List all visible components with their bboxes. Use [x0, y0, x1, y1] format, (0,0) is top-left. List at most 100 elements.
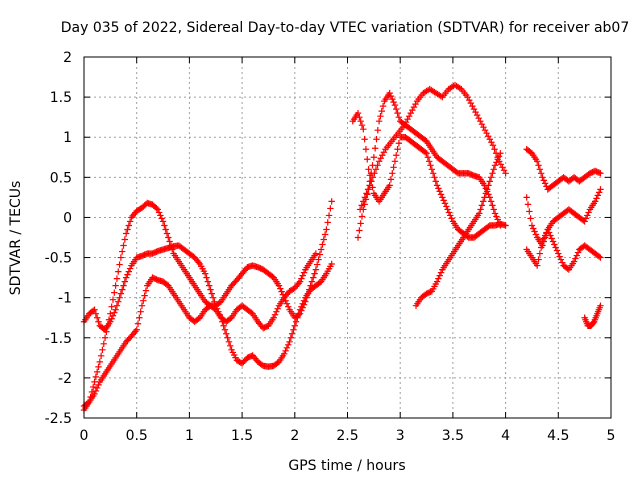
data-point — [537, 244, 545, 251]
data-point — [319, 241, 326, 248]
data-point — [478, 202, 486, 209]
series-track-h — [523, 146, 604, 193]
data-point — [424, 154, 432, 161]
data-point — [221, 326, 229, 333]
data-point — [277, 285, 284, 292]
y-tick-label: -1.5 — [45, 331, 72, 347]
data-point — [224, 334, 231, 341]
data-point — [495, 153, 503, 160]
data-point — [391, 158, 399, 165]
data-point — [527, 215, 534, 222]
data-point — [539, 174, 546, 181]
data-point — [136, 314, 143, 321]
data-point — [122, 274, 130, 281]
data-point — [124, 271, 131, 278]
data-point — [134, 320, 142, 327]
data-point — [285, 341, 292, 348]
data-point — [112, 282, 119, 289]
data-point — [113, 302, 121, 309]
data-point — [121, 236, 129, 243]
data-point — [595, 169, 603, 176]
series-track-f — [349, 109, 509, 241]
data-point — [91, 390, 98, 398]
data-point — [299, 300, 306, 307]
data-point — [204, 278, 212, 285]
data-point — [96, 358, 104, 366]
data-point — [423, 150, 430, 157]
plot-frame — [83, 56, 612, 419]
data-point — [370, 154, 378, 161]
data-point — [356, 227, 363, 234]
data-point — [162, 226, 169, 233]
data-point — [551, 241, 558, 248]
data-point — [90, 383, 97, 391]
data-point — [125, 268, 132, 275]
data-point — [291, 322, 298, 329]
data-point — [203, 274, 210, 281]
data-point — [296, 306, 304, 313]
y-tick-label: 0.5 — [50, 170, 72, 186]
data-point — [282, 347, 289, 355]
data-point — [369, 184, 376, 191]
data-point — [137, 308, 144, 315]
data-point — [380, 149, 388, 156]
data-point — [425, 158, 433, 165]
data-point — [141, 292, 148, 299]
data-point — [361, 136, 368, 143]
data-point — [555, 250, 562, 257]
x-tick-label: 2.5 — [336, 428, 358, 444]
data-point — [494, 156, 501, 163]
data-point — [286, 338, 293, 345]
data-point — [497, 150, 504, 157]
data-point — [202, 270, 209, 277]
data-point — [573, 252, 580, 259]
data-point — [92, 310, 100, 317]
y-tick-label: 0 — [63, 210, 72, 226]
data-point — [138, 302, 146, 309]
data-point — [595, 253, 603, 260]
data-point — [100, 340, 107, 347]
data-point — [108, 303, 115, 310]
data-point — [275, 282, 283, 289]
series-track-g — [412, 150, 504, 309]
data-point — [360, 126, 367, 133]
data-point — [325, 212, 333, 219]
data-point — [310, 274, 317, 281]
data-point — [93, 368, 101, 376]
data-point — [142, 287, 150, 294]
data-point — [126, 265, 134, 272]
data-point — [95, 363, 102, 371]
y-tick-label: 1.5 — [50, 90, 72, 106]
data-point — [356, 113, 363, 121]
data-point — [377, 112, 384, 120]
data-point — [387, 92, 395, 100]
data-point — [545, 229, 553, 236]
data-point — [593, 195, 600, 202]
data-point — [379, 102, 387, 110]
data-point — [395, 113, 403, 121]
data-point — [209, 294, 217, 301]
data-point — [208, 290, 215, 297]
data-point — [120, 242, 127, 249]
data-point — [115, 268, 122, 275]
data-point — [379, 152, 386, 159]
data-point — [324, 219, 331, 226]
data-point — [394, 109, 401, 117]
data-point — [483, 186, 491, 193]
y-tick-label: -1 — [58, 291, 72, 307]
data-point — [445, 209, 453, 216]
data-point — [534, 262, 541, 269]
series-track-j — [523, 226, 604, 273]
data-point — [493, 213, 500, 220]
data-point — [374, 162, 381, 169]
data-point — [356, 206, 364, 213]
data-point — [487, 198, 495, 205]
data-point — [436, 188, 443, 195]
data-point — [432, 178, 439, 185]
data-point — [354, 234, 362, 241]
data-point — [161, 222, 168, 229]
data-point — [390, 98, 397, 106]
data-point — [483, 130, 490, 137]
data-point — [526, 208, 533, 215]
data-point — [93, 314, 101, 321]
